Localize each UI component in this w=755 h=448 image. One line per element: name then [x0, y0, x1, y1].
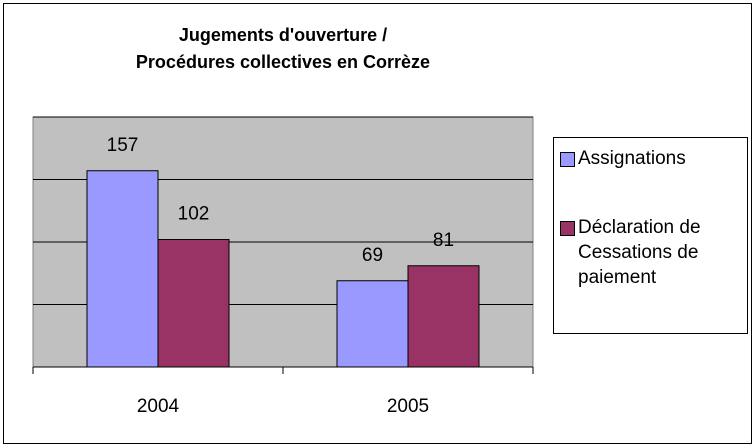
- x-tick-label: 2004: [137, 396, 180, 417]
- bar: [157, 239, 230, 368]
- x-tick-label: 2005: [387, 396, 429, 417]
- bar: [407, 265, 480, 368]
- legend-swatch: [560, 152, 575, 167]
- data-label: 102: [178, 204, 210, 225]
- bar: [86, 170, 159, 368]
- legend-item: Assignations: [560, 146, 741, 171]
- chart-title: Jugements d'ouverture /: [179, 25, 387, 45]
- legend-label: Assignations: [578, 148, 686, 169]
- data-label: 69: [362, 245, 383, 266]
- chart-title: Procédures collectives en Corrèze: [136, 52, 430, 72]
- data-label: 157: [107, 135, 139, 156]
- legend-item: Déclaration de Cessations de paiement: [560, 215, 741, 290]
- legend-swatch: [560, 221, 575, 236]
- bar: [336, 280, 409, 368]
- data-label: 81: [433, 230, 454, 251]
- legend-label: Déclaration de Cessations de paiement: [578, 217, 701, 288]
- legend: Assignations Déclaration de Cessations de…: [553, 137, 748, 334]
